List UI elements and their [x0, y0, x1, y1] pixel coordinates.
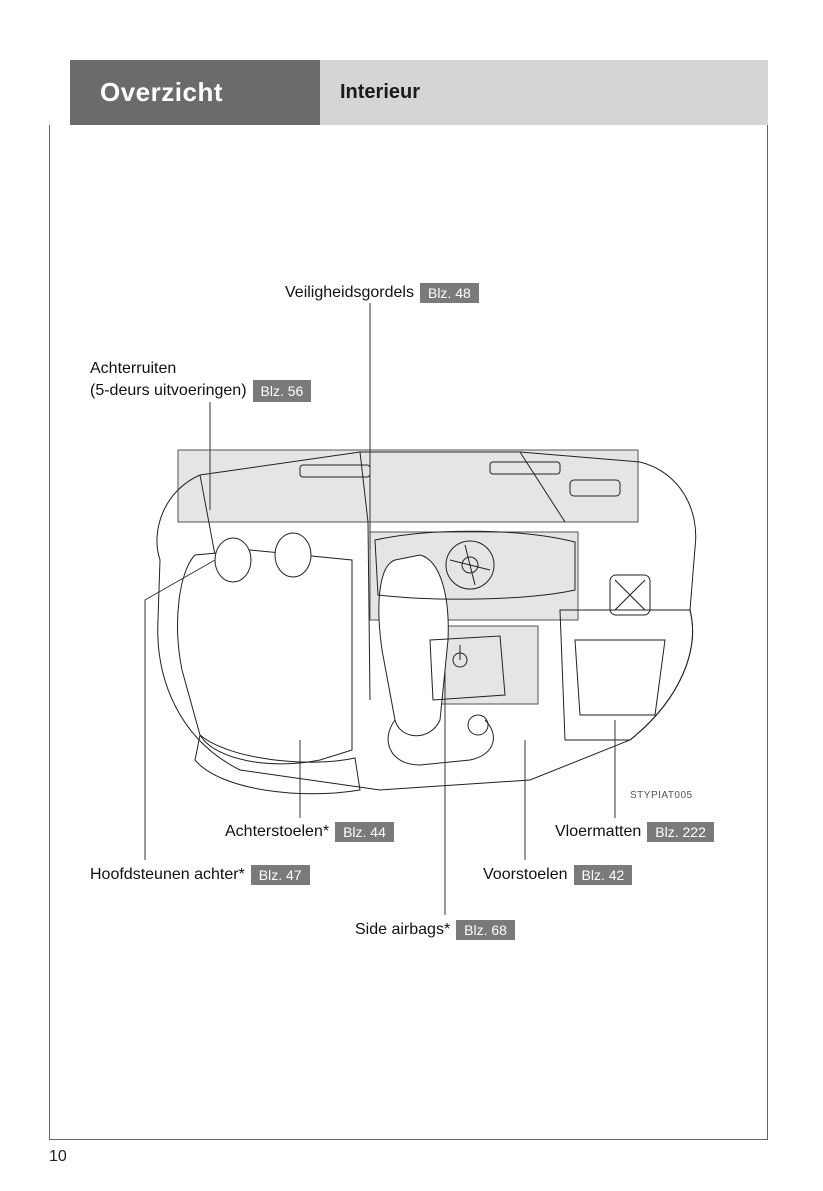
callout-veiligheidsgordels: Veiligheidsgordels Blz. 48: [285, 283, 479, 303]
content-frame: [49, 125, 768, 1140]
callout-achterstoelen: Achterstoelen* Blz. 44: [225, 822, 394, 842]
page-number: 10: [49, 1148, 67, 1166]
section-marker-c: C: [420, 628, 438, 646]
label-achterstoelen: Achterstoelen*: [225, 823, 329, 841]
header-title-dark: Overzicht: [100, 77, 223, 108]
callout-vloermatten: Vloermatten Blz. 222: [555, 822, 714, 842]
page-badge-achterstoelen: Blz. 44: [335, 822, 394, 842]
label-voorstoelen: Voorstoelen: [483, 866, 568, 884]
section-marker-a: A: [178, 452, 196, 470]
diagram-code: STYPIAT005: [630, 790, 693, 801]
callout-sideairbags: Side airbags* Blz. 68: [355, 920, 515, 940]
label-achterruiten-2: (5-deurs uitvoeringen): [90, 380, 247, 402]
header-dark: Overzicht: [70, 60, 320, 125]
label-sideairbags: Side airbags*: [355, 921, 450, 939]
label-veiligheidsgordels: Veiligheidsgordels: [285, 284, 414, 302]
page-badge-sideairbags: Blz. 68: [456, 920, 515, 940]
label-hoofdsteunen: Hoofdsteunen achter*: [90, 866, 245, 884]
page-badge-voorstoelen: Blz. 42: [574, 865, 633, 885]
section-marker-b: B: [370, 534, 388, 552]
page-badge-veiligheidsgordels: Blz. 48: [420, 283, 479, 303]
page-badge-vloermatten: Blz. 222: [647, 822, 714, 842]
header-light: Interieur: [320, 60, 768, 125]
label-achterruiten-1: Achterruiten: [90, 358, 311, 380]
page-badge-achterruiten: Blz. 56: [253, 380, 312, 403]
page-badge-hoofdsteunen: Blz. 47: [251, 865, 310, 885]
callout-voorstoelen: Voorstoelen Blz. 42: [483, 865, 632, 885]
callout-hoofdsteunen: Hoofdsteunen achter* Blz. 47: [90, 865, 310, 885]
manual-page: Overzicht Interieur 10 STYPIAT005 A B C …: [0, 0, 823, 1191]
header-title-light: Interieur: [340, 81, 420, 104]
callout-achterruiten: Achterruiten (5-deurs uitvoeringen) Blz.…: [90, 358, 311, 402]
label-vloermatten: Vloermatten: [555, 823, 641, 841]
